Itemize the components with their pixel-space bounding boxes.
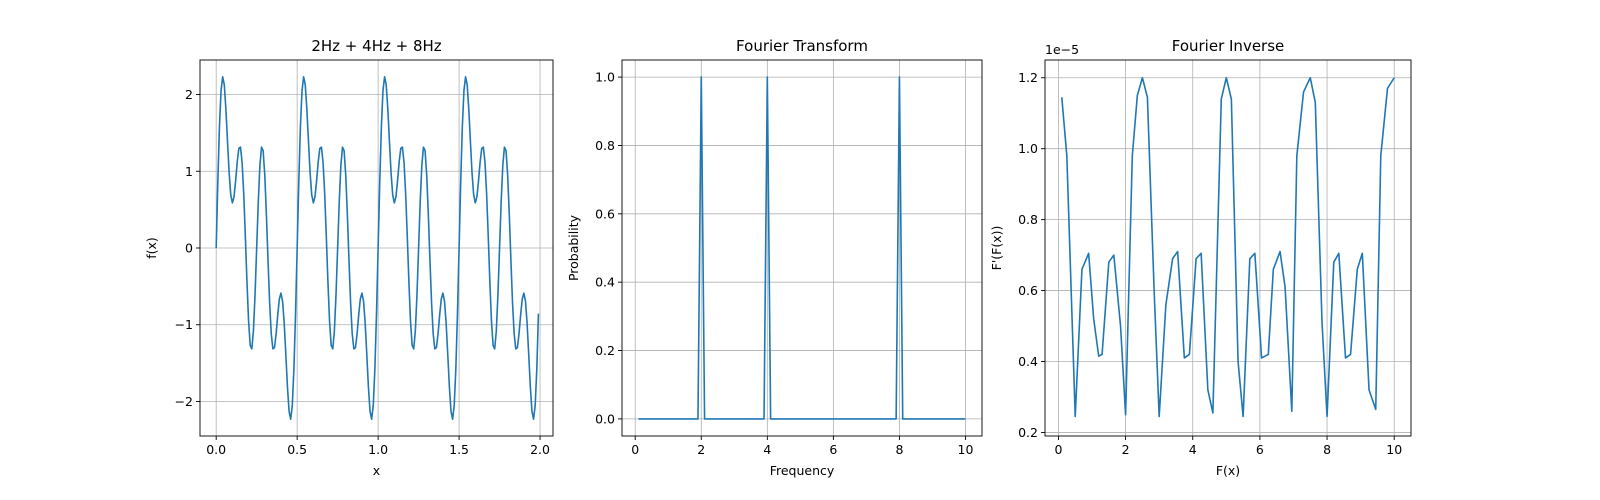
chart-title: Fourier Transform xyxy=(736,37,868,55)
chart-title: 2Hz + 4Hz + 8Hz xyxy=(311,37,441,55)
x-tick-label: 6 xyxy=(829,442,837,457)
y-tick-label: 0.4 xyxy=(595,275,615,290)
x-axis-label: F(x) xyxy=(1216,463,1240,478)
x-tick-label: 2.0 xyxy=(530,442,550,457)
y-tick-label: 1.2 xyxy=(1018,70,1038,85)
y-tick-label: 2 xyxy=(185,87,193,102)
y-axis-label: Probability xyxy=(566,214,581,281)
axis-offset-label: 1e−5 xyxy=(1045,42,1079,57)
x-tick-label: 0 xyxy=(631,442,639,457)
chart-title: Fourier Inverse xyxy=(1172,37,1285,55)
y-tick-label: 0.2 xyxy=(1018,425,1038,440)
x-tick-label: 8 xyxy=(1323,442,1331,457)
x-tick-label: 0.0 xyxy=(206,442,226,457)
x-tick-label: 4 xyxy=(763,442,771,457)
y-tick-label: 0.2 xyxy=(595,343,615,358)
axes-frame xyxy=(621,59,983,437)
subplot-fourier-transform: 0 2 4 6 8 10 0.0 0.2 0.4 0.6 0.8 1.0 Fourier Transfo… xyxy=(566,37,983,478)
x-tick-label: 8 xyxy=(895,442,903,457)
x-tick-label: 10 xyxy=(1386,442,1402,457)
y-tick-label: 0.4 xyxy=(1018,354,1038,369)
y-tick-label: 1.0 xyxy=(595,70,615,85)
y-axis-label: F'(F(x)) xyxy=(989,226,1004,271)
x-tick-label: 1.5 xyxy=(449,442,469,457)
series-line xyxy=(215,76,540,420)
y-tick-label: −1 xyxy=(175,317,193,332)
axes-frame xyxy=(1044,59,1412,437)
y-tick-label: 1.0 xyxy=(1018,141,1038,156)
x-tick-label: 2 xyxy=(697,442,705,457)
x-tick-label: 0 xyxy=(1054,442,1062,457)
y-axis-label: f(x) xyxy=(144,237,159,259)
subplot-time-signal: 0.0 0.5 1.0 1.5 2.0 −2 −1 0 1 2 2Hz + 4Hz + 8Hz x f(… xyxy=(144,37,554,478)
x-tick-label: 6 xyxy=(1256,442,1264,457)
y-tick-label: 0.6 xyxy=(1018,283,1038,298)
series-line xyxy=(638,76,966,420)
x-tick-label: 1.0 xyxy=(368,442,388,457)
subplot-fourier-inverse: 0 2 4 6 8 10 0.2 0.4 0.6 0.8 1.0 1.2 Fourier Inverse… xyxy=(989,37,1412,478)
x-tick-label: 4 xyxy=(1189,442,1197,457)
y-tick-label: 0.0 xyxy=(595,411,615,426)
y-tick-label: 1 xyxy=(185,164,193,179)
y-tick-label: 0.8 xyxy=(595,138,615,153)
y-tick-label: 0.8 xyxy=(1018,212,1038,227)
x-tick-label: 0.5 xyxy=(287,442,307,457)
series-line xyxy=(1060,76,1395,418)
y-tick-label: 0 xyxy=(185,241,193,256)
y-tick-label: 0.6 xyxy=(595,206,615,221)
y-tick-label: −2 xyxy=(175,394,193,409)
x-tick-label: 10 xyxy=(958,442,974,457)
x-tick-label: 2 xyxy=(1122,442,1130,457)
x-axis-label: Frequency xyxy=(770,463,835,478)
x-axis-label: x xyxy=(373,463,380,478)
